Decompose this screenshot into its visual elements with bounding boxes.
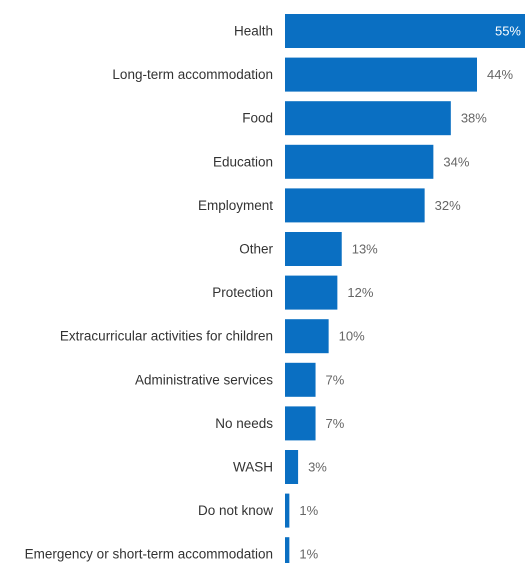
category-label: Education (213, 154, 273, 169)
value-label: 7% (326, 416, 345, 431)
value-label: 38% (461, 111, 487, 126)
bar (285, 14, 525, 48)
category-label: Extracurricular activities for children (60, 329, 273, 344)
bar (285, 450, 299, 484)
bar (285, 275, 338, 310)
category-label: Food (242, 111, 273, 126)
value-label: 12% (347, 285, 373, 300)
value-label: 1% (299, 547, 318, 562)
bar (285, 232, 342, 266)
category-label: Emergency or short-term accommodation (25, 547, 273, 562)
bar (285, 319, 329, 354)
category-label: Employment (198, 198, 273, 213)
category-label: Administrative services (135, 372, 273, 387)
value-label: 3% (308, 460, 327, 475)
value-label: 44% (487, 67, 513, 82)
value-label: 34% (443, 154, 469, 169)
bar (285, 144, 434, 179)
bar (285, 101, 451, 136)
bar (285, 537, 290, 563)
category-label: Other (239, 242, 273, 257)
value-label: 32% (435, 198, 461, 213)
bar (285, 362, 316, 397)
value-label: 55% (495, 24, 521, 39)
value-label: 10% (339, 329, 365, 344)
value-label: 7% (326, 372, 345, 387)
bar (285, 406, 316, 441)
category-label: WASH (233, 460, 273, 475)
bar (285, 493, 290, 528)
category-label: Health (234, 24, 273, 39)
value-label: 13% (352, 242, 378, 257)
category-label: Long-term accommodation (112, 67, 273, 82)
bar (285, 188, 425, 223)
value-label: 1% (299, 503, 318, 518)
category-label: Protection (212, 285, 273, 300)
bar (285, 57, 477, 92)
category-label: Do not know (198, 503, 273, 518)
category-label: No needs (215, 416, 273, 431)
